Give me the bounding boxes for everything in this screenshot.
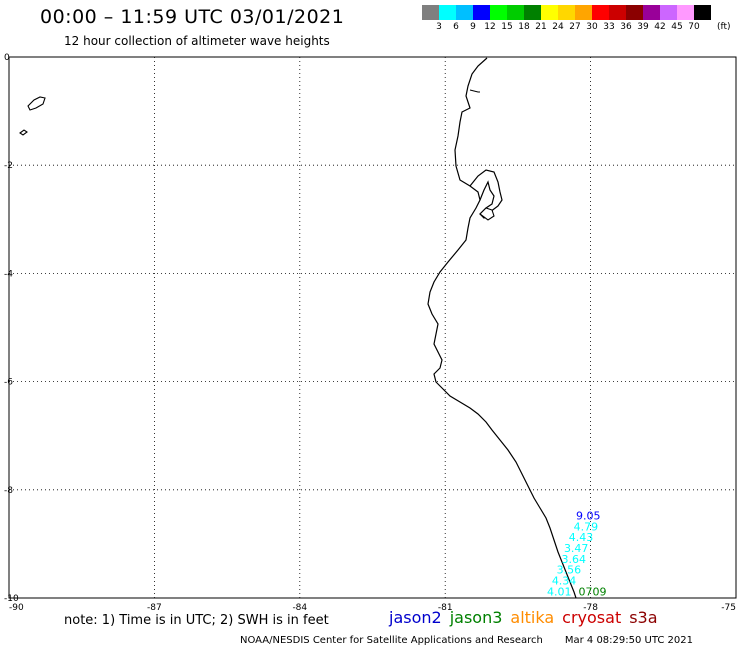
credit-line: NOAA/NESDIS Center for Satellite Applica… bbox=[240, 635, 693, 646]
coast-notch bbox=[469, 89, 480, 93]
latitude-label: 0 bbox=[4, 53, 10, 63]
latitude-label: -2 bbox=[4, 161, 13, 171]
legend-swatch bbox=[677, 5, 694, 20]
puna-island bbox=[479, 207, 495, 221]
credit-text: NOAA/NESDIS Center for Satellite Applica… bbox=[240, 635, 543, 646]
wave-height-label: 4.34 bbox=[552, 574, 577, 587]
wave-height-label: 3.64 bbox=[562, 553, 587, 566]
longitude-label: -84 bbox=[292, 603, 307, 613]
legend-swatch bbox=[592, 5, 609, 20]
longitude-label: -81 bbox=[438, 603, 453, 613]
legend-swatch bbox=[575, 5, 592, 20]
legend-label: 30 bbox=[586, 22, 598, 32]
map-frame bbox=[8, 56, 737, 599]
legend-swatch bbox=[490, 5, 507, 20]
legend-swatch bbox=[473, 5, 490, 20]
legend-swatch bbox=[422, 5, 439, 20]
satellite-cryosat: cryosat bbox=[562, 608, 622, 627]
wave-height-label: 9.05 bbox=[576, 510, 601, 523]
latitude-label: -8 bbox=[4, 486, 13, 496]
legend-label: 70 bbox=[688, 22, 700, 32]
legend-swatch bbox=[456, 5, 473, 20]
legend-swatch bbox=[439, 5, 456, 20]
wave-height-label: 4.01 bbox=[547, 585, 572, 598]
legend-label: 21 bbox=[535, 22, 547, 32]
legend-swatch bbox=[558, 5, 575, 20]
legend-label: 39 bbox=[637, 22, 649, 32]
wave-height-label: 4.79 bbox=[574, 520, 599, 533]
latitude-label: -4 bbox=[4, 269, 13, 279]
longitude-label: -87 bbox=[147, 603, 162, 613]
latitude-label: -10 bbox=[4, 594, 19, 604]
satellite-legend: jason2 jason3 altika cryosat s3a bbox=[389, 608, 666, 627]
latitude-label: -6 bbox=[4, 378, 13, 388]
legend-swatch bbox=[643, 5, 660, 20]
satellite-s3a: s3a bbox=[629, 608, 658, 627]
wave-height-label: 4.43 bbox=[569, 531, 594, 544]
coastline bbox=[427, 57, 577, 599]
satellite-jason2: jason2 bbox=[389, 608, 442, 627]
longitude-labels: -90 -87 -84 -81 -78 -75 bbox=[9, 603, 736, 613]
legend-label: 27 bbox=[569, 22, 581, 32]
longitude-label: -75 bbox=[721, 603, 736, 613]
color-legend bbox=[422, 5, 711, 20]
legend-swatch bbox=[541, 5, 558, 20]
legend-label: 6 bbox=[453, 22, 459, 32]
legend-swatch bbox=[626, 5, 643, 20]
legend-label: 33 bbox=[603, 22, 615, 32]
note-text: note: 1) Time is in UTC; 2) SWH is in fe… bbox=[64, 613, 329, 628]
legend-label: 36 bbox=[620, 22, 632, 32]
legend-unit: (ft) bbox=[717, 22, 731, 32]
longitude-label: -78 bbox=[583, 603, 598, 613]
map-grid bbox=[9, 57, 736, 598]
galapagos-small-island bbox=[19, 129, 28, 136]
legend-swatch bbox=[524, 5, 541, 20]
satellite-altika: altika bbox=[510, 608, 555, 627]
legend-label: 45 bbox=[671, 22, 683, 32]
wave-height-label: 0709 bbox=[578, 585, 606, 598]
legend-swatch bbox=[507, 5, 524, 20]
wave-height-label: 3.47 bbox=[564, 542, 589, 555]
timestamp: Mar 4 08:29:50 UTC 2021 bbox=[564, 635, 693, 646]
page-subtitle: 12 hour collection of altimeter wave hei… bbox=[64, 34, 330, 48]
legend-swatch bbox=[609, 5, 626, 20]
legend-labels: 3 6 9 12 15 18 21 24 27 30 33 36 39 42 45 70 bbox=[422, 22, 740, 34]
legend-label: 12 bbox=[484, 22, 496, 32]
page-title: 00:00 – 11:59 UTC 03/01/2021 bbox=[40, 6, 345, 28]
legend-label: 15 bbox=[501, 22, 513, 32]
wave-height-label: 3.56 bbox=[557, 564, 582, 577]
latitude-labels: 0 -2 -4 -6 -8 -10 bbox=[4, 53, 19, 604]
wave-height-points: 9.054.794.433.473.643.564.344.01 0709 bbox=[547, 510, 607, 599]
legend-label: 9 bbox=[470, 22, 476, 32]
longitude-label: -90 bbox=[9, 603, 24, 613]
legend-label: 42 bbox=[654, 22, 666, 32]
legend-swatch bbox=[694, 5, 711, 20]
legend-label: 3 bbox=[436, 22, 442, 32]
legend-swatch bbox=[660, 5, 677, 20]
legend-label: 24 bbox=[552, 22, 564, 32]
legend-label: 18 bbox=[518, 22, 530, 32]
satellite-jason3: jason3 bbox=[449, 608, 503, 627]
galapagos-isabela-island bbox=[27, 96, 46, 111]
